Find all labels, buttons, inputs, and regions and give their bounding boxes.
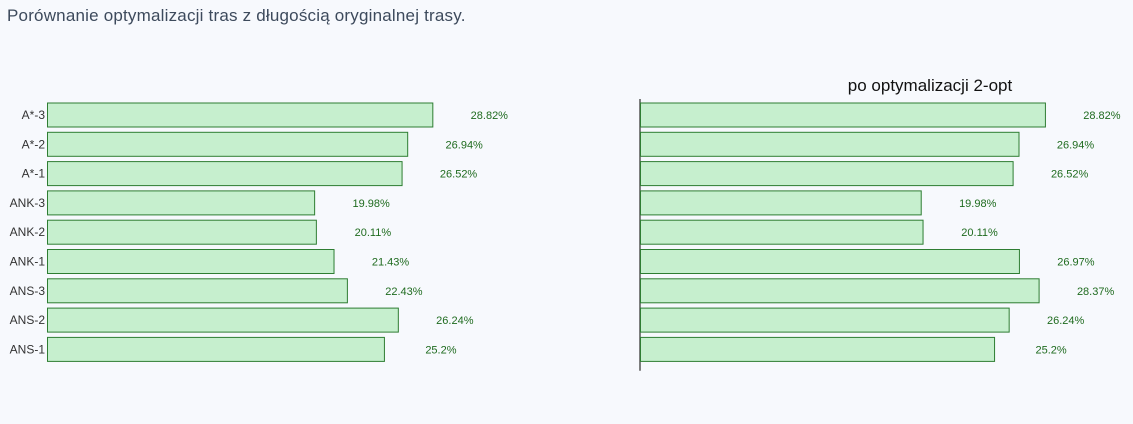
category-label: A*-2 [22,137,46,151]
value-label: 20.11% [355,227,392,239]
bar-ANK-1 [640,249,1020,274]
value-label: 26.52% [440,169,478,181]
bar-ANK-2 [47,219,317,245]
category-label: ANK-1 [10,255,46,269]
bar-ANS-3 [640,278,1040,304]
value-label: 26.24% [1047,315,1085,327]
value-label: 19.98% [959,198,997,210]
value-label: 26.94% [446,139,484,151]
bar-chart-panel-1: A*-3 28.82% A*-2 26.94% A*-1 26.52% ANK-3 19.98… [10,102,509,362]
bar-A*-2 [640,131,1020,157]
bar-ANS-3 [47,278,348,304]
bar-A*-3 [640,102,1046,128]
value-label: 28.37% [1077,286,1115,298]
bar-ANK-2 [640,219,924,245]
bar-ANS-1 [47,336,385,362]
bar-ANK-3 [640,190,922,216]
value-label: 26.97% [1057,257,1095,269]
category-label: A*-1 [22,167,46,181]
category-label: ANK-3 [10,196,46,210]
page-title: Porównanie optymalizacji tras z długości… [7,6,466,25]
value-label: 26.52% [1051,169,1089,181]
bar-A*-1 [640,161,1014,187]
value-label: 28.82% [471,110,509,122]
value-label: 22.43% [385,286,423,298]
value-label: 28.82% [1083,110,1121,122]
bar-A*-2 [47,131,409,157]
value-label: 26.94% [1057,139,1095,151]
category-label: ANS-2 [10,313,46,327]
value-label: 25.2% [425,344,456,356]
panel-title: po optymalizacji 2-opt [848,76,1013,95]
bar-ANK-3 [47,190,316,216]
value-label: 21.43% [372,257,410,269]
bar-ANK-1 [47,249,335,274]
bar-chart-panel-2: po optymalizacji 2-opt 28.82% 26.94% 26.52%… [639,76,1121,371]
bar-ANS-1 [640,336,996,362]
value-label: 25.2% [1035,344,1066,356]
category-label: ANK-2 [10,225,46,239]
value-label: 26.24% [436,315,474,327]
bar-ANS-2 [640,307,1010,333]
category-label: A*-3 [22,108,46,122]
category-label: ANS-3 [10,284,46,298]
value-label: 19.98% [352,198,390,210]
value-label: 20.11% [961,227,998,239]
bar-ANS-2 [47,307,399,333]
bar-A*-1 [47,161,403,187]
category-label: ANS-1 [10,342,46,356]
bar-A*-3 [47,102,434,128]
